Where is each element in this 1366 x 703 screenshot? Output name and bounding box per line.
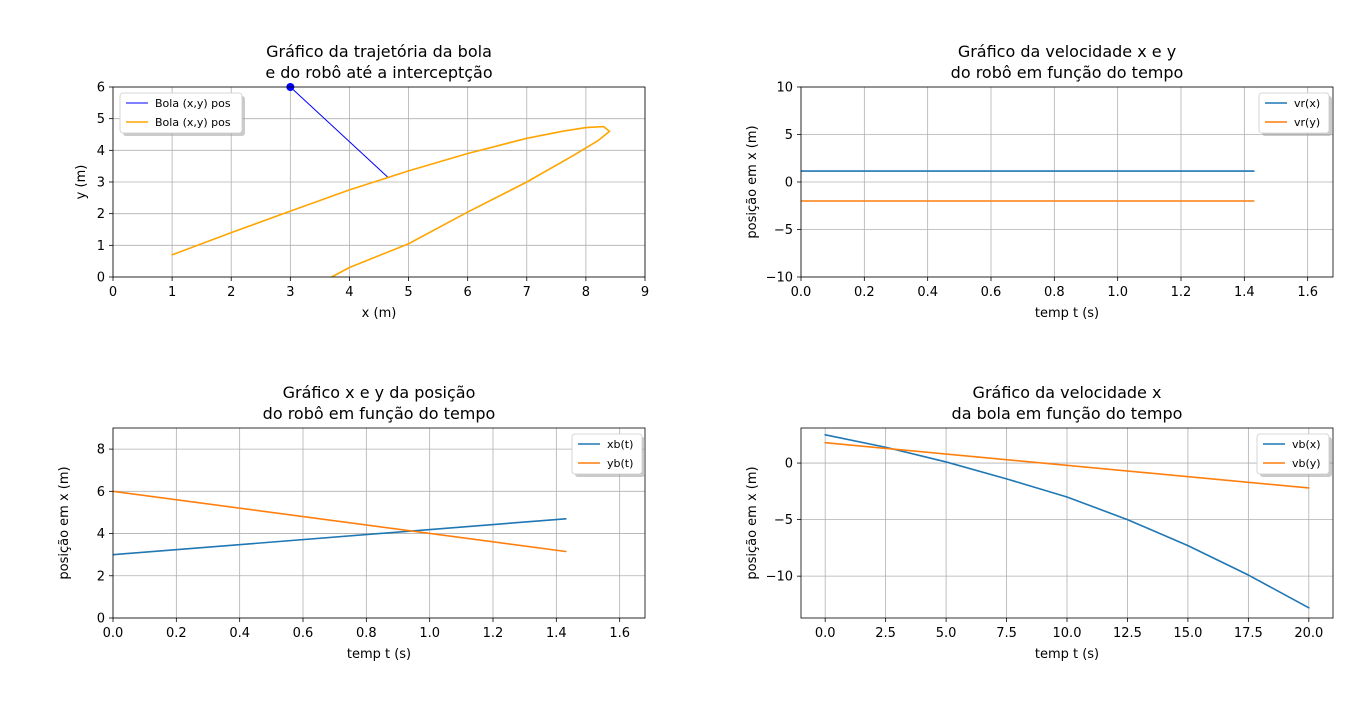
chart3.y-tick-label: −10 [766,570,793,585]
chart3.legend-label-1: vb(y) [1292,457,1321,470]
chart3.x-tick-label: 2.5 [875,626,896,641]
chart0.legend-label-1: Bola (x,y) pos [155,116,231,129]
chart2.title-line-1: do robô em função do tempo [263,404,496,423]
chart2.x-axis-label: temp t (s) [347,647,411,662]
chart1.title-line-0: Gráfico da velocidade x e y [958,42,1176,61]
chart0.title-line-0: Gráfico da trajetória da bola [266,42,492,61]
chart2.series-line-1 [113,490,567,553]
chart3.x-tick-label: 12.5 [1113,626,1142,641]
chart0.legend-box [119,92,243,134]
chart2.y-tick-label: 4 [97,527,105,542]
chart0.legend-label-0: Bola (x,y) pos [155,97,231,110]
chart2.x-tick-label: 0.4 [229,626,250,641]
chart0.x-tick-label: 8 [582,285,590,300]
chart0.x-tick-label: 0 [109,285,117,300]
chart3.y-axis-label: posição em x (m) [745,466,760,579]
chart3.x-tick-label: 17.5 [1234,626,1263,641]
chart1.x-tick-label: 0.2 [854,285,875,300]
chart0.y-axis-label: y (m) [74,165,89,200]
chart2.x-tick-label: 1.2 [483,626,504,641]
chart2.x-tick-label: 1.0 [419,626,440,641]
chart1.x-axis-label: temp t (s) [1035,306,1099,321]
chart3.x-axis-label: temp t (s) [1035,647,1099,662]
chart2.x-tick-label: 0.2 [166,626,187,641]
chart0.y-tick-label: 1 [97,239,105,254]
chart0.y-tick-label: 4 [97,144,105,159]
chart2.x-tick-label: 1.4 [546,626,567,641]
chart1.y-axis-label: posição em x (m) [745,125,760,238]
chart3.x-tick-label: 5.0 [936,626,957,641]
chart3.x-tick-label: 15.0 [1173,626,1202,641]
chart1.x-tick-label: 0.6 [981,285,1002,300]
chart0.y-tick-label: 2 [97,207,105,222]
chart0.y-tick-label: 0 [97,271,105,286]
chart0.x-axis-label: x (m) [362,306,397,321]
chart3.x-tick-label: 20.0 [1294,626,1323,641]
chart2.x-tick-label: 0.6 [293,626,314,641]
chart1.x-tick-label: 1.6 [1297,285,1318,300]
chart2.x-tick-label: 1.6 [609,626,630,641]
chart2.series-line-0 [113,517,567,556]
chart1.y-tick-label: 0 [785,176,793,191]
chart0.x-tick-label: 1 [168,285,176,300]
chart3.y-tick-label: 0 [785,457,793,472]
chart2.y-tick-label: 6 [97,485,105,500]
chart3.legend-label-0: vb(x) [1292,438,1321,451]
chart0.x-tick-label: 4 [345,285,353,300]
chart3.title-line-0: Gráfico da velocidade x [973,383,1162,402]
chart0.series-line-1 [171,125,611,277]
chart0.y-tick-label: 3 [97,176,105,191]
chart1.y-tick-label: −10 [766,271,793,286]
chart0.series-line-0 [289,87,389,178]
chart0.x-tick-label: 9 [641,285,649,300]
chart1.y-tick-label: 5 [785,128,793,143]
chart1.x-tick-label: 0.8 [1044,285,1065,300]
chart-robot-position: 0.0 0.2 0.4 0.6 0.8 1.0 1.2 1.4 1.6 0 2 4 6 8 temp t (… [57,383,646,662]
chart2.title-line-0: Gráfico x e y da posição [283,383,476,402]
chart2.y-axis-label: posição em x (m) [57,466,72,579]
chart0.x-tick-label: 5 [404,285,412,300]
chart0.title-line-1: e do robô até a interceptção [265,63,492,82]
chart3.series-line-0 [824,433,1310,609]
chart2.axes-frame [112,427,646,619]
chart0.x-tick-label: 7 [523,285,531,300]
chart1.x-tick-label: 0.0 [791,285,812,300]
chart2.y-tick-label: 2 [97,569,105,584]
chart1.x-tick-label: 1.0 [1107,285,1128,300]
chart1.title-line-1: do robô em função do tempo [951,63,1184,82]
chart2.legend-label-1: yb(t) [607,457,633,470]
chart-trajectory: 0 1 2 3 4 5 6 7 8 9 0 1 2 3 4 5 6 x (m) y (m) Gráfico da tr… [74,42,649,321]
chart0.x-tick-label: 2 [227,285,235,300]
chart3.series-line-1 [824,441,1310,489]
chart2.y-tick-label: 8 [97,443,105,458]
chart1.y-tick-label: −5 [774,223,793,238]
chart2.legend-label-0: xb(t) [607,438,633,451]
chart3.x-tick-label: 0.0 [815,626,836,641]
chart0.y-tick-label: 5 [97,112,105,127]
chart3.title-line-1: da bola em função do tempo [952,404,1183,423]
chart3.y-tick-label: −5 [774,513,793,528]
chart3.x-tick-label: 7.5 [996,626,1017,641]
chart2.y-tick-label: 0 [97,612,105,627]
chart-ball-velocity: 0.0 2.5 5.0 7.5 10.0 12.5 15.0 17.5 20.0 −10 −5 0 te… [745,383,1334,662]
chart1.legend-label-1: vr(y) [1294,116,1320,129]
chart1.y-tick-label: 10 [776,81,793,96]
chart1.legend-label-0: vr(x) [1294,97,1320,110]
chart3.x-tick-label: 10.0 [1053,626,1082,641]
chart1.x-tick-label: 1.4 [1234,285,1255,300]
chart0.x-tick-label: 6 [464,285,472,300]
chart2.x-tick-label: 0.0 [103,626,124,641]
chart1.x-tick-label: 0.4 [917,285,938,300]
chart0.x-tick-label: 3 [286,285,294,300]
chart2.x-tick-label: 0.8 [356,626,377,641]
chart-robot-velocity: 0.0 0.2 0.4 0.6 0.8 1.0 1.2 1.4 1.6 −10 −5 0 5 10 temp… [745,42,1334,321]
chart0.y-tick-label: 6 [97,81,105,96]
chart1.x-tick-label: 1.2 [1171,285,1192,300]
